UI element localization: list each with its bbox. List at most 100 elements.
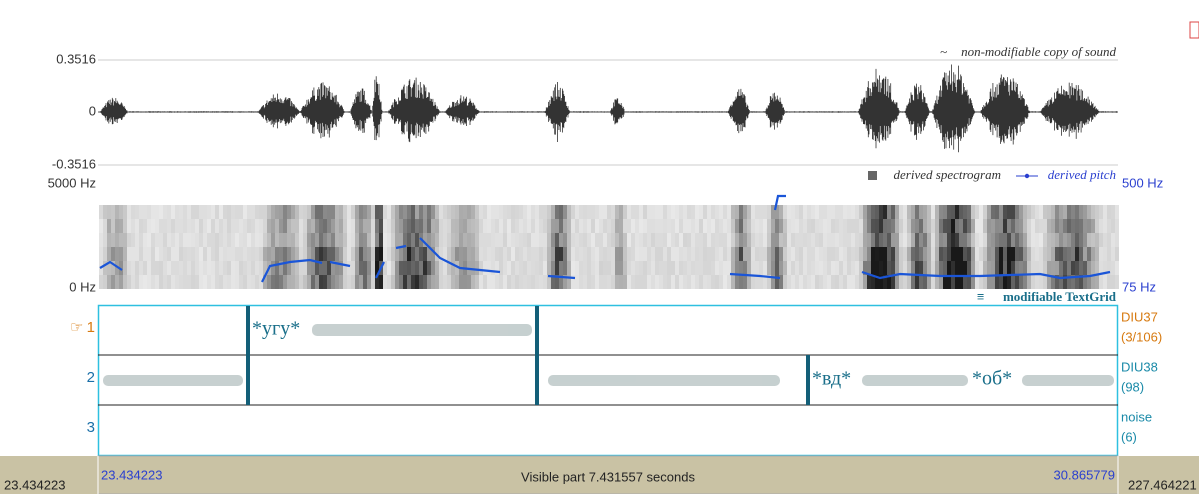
spectrogram-cell [335, 247, 339, 261]
spectrogram-cell [911, 219, 915, 233]
spectrogram-cell [271, 275, 275, 289]
spectrogram-cell [883, 247, 887, 261]
spectrogram-cell [719, 233, 723, 247]
spectrogram-cell [1087, 247, 1091, 261]
spectrogram-cell [147, 219, 151, 233]
spectrogram-cell [703, 205, 707, 219]
spectrogram-cell [259, 205, 263, 219]
spectrogram-cell [555, 219, 559, 233]
spectrogram-cell [819, 275, 823, 289]
spectrogram-cell [587, 219, 591, 233]
spectrogram-cell [807, 247, 811, 261]
boundary[interactable] [535, 306, 539, 355]
spectrogram-cell [975, 219, 979, 233]
total-start[interactable]: 23.434223 [4, 477, 65, 492]
spectrogram-cell [275, 233, 279, 247]
spectrogram-cell [827, 233, 831, 247]
spectrogram-cell [367, 233, 371, 247]
spectrogram-cell [319, 233, 323, 247]
spectrogram-cell [235, 275, 239, 289]
spectrogram-cell [531, 219, 535, 233]
spectrogram-cell [603, 233, 607, 247]
spectrogram-cell [651, 247, 655, 261]
total-end[interactable]: 227.464221 [1128, 477, 1197, 492]
spectrogram-cell [531, 205, 535, 219]
spectrogram-cell [371, 261, 375, 275]
spectrogram-cell [399, 275, 403, 289]
spectrogram-cell [1071, 233, 1075, 247]
spectrogram-cell [391, 219, 395, 233]
spectrogram-cell [231, 219, 235, 233]
spectrogram-cell [387, 261, 391, 275]
spectrogram-cell [359, 219, 363, 233]
spectrogram-cell [175, 275, 179, 289]
spectrogram-cell [531, 261, 535, 275]
spectrogram-cell [631, 247, 635, 261]
spectrogram-cell [707, 219, 711, 233]
spectrogram-cell [523, 205, 527, 219]
spectrogram-cell [479, 205, 483, 219]
spectrogram-cell [739, 205, 743, 219]
spectrogram-cell [895, 275, 899, 289]
spectrogram-cell [619, 219, 623, 233]
spectrogram-cell [795, 247, 799, 261]
spectrogram-cell [1095, 275, 1099, 289]
interval-text[interactable]: *угу* [252, 318, 300, 340]
spectrogram-cell [935, 247, 939, 261]
boundary[interactable] [246, 355, 250, 405]
spectrogram-cell [351, 261, 355, 275]
spectrogram-cell [139, 205, 143, 219]
spectrogram-cell [395, 205, 399, 219]
spectrogram-cell [375, 247, 379, 261]
spectrogram-cell [107, 275, 111, 289]
spectrogram-cell [763, 261, 767, 275]
spectrogram-cell [387, 247, 391, 261]
spectrogram-cell [115, 275, 119, 289]
spectrogram-cell [103, 219, 107, 233]
spectrogram-cell [263, 219, 267, 233]
spectrogram-cell [927, 205, 931, 219]
spectrogram-cell [307, 219, 311, 233]
spectrogram-cell [1027, 261, 1031, 275]
spectrogram-cell [859, 205, 863, 219]
spectrogram-cell [903, 261, 907, 275]
spectrogram-cell [679, 261, 683, 275]
spectrogram-cell [963, 247, 967, 261]
spectrogram-cell [195, 205, 199, 219]
boundary[interactable] [806, 355, 810, 405]
spectrogram-cell [1071, 219, 1075, 233]
spectrogram-cell [255, 275, 259, 289]
spectrogram-cell [119, 275, 123, 289]
spectrogram-cell [995, 219, 999, 233]
spectrogram-cell [1003, 205, 1007, 219]
visible-end: 30.865779 [1054, 467, 1115, 482]
spectrogram-cell [291, 233, 295, 247]
spectrogram-cell [207, 247, 211, 261]
spectrogram-cell [1067, 233, 1071, 247]
spectrogram-cell [399, 219, 403, 233]
spectrogram-cell [323, 233, 327, 247]
interval-text[interactable]: *об* [972, 368, 1012, 390]
spectrogram-cell [499, 219, 503, 233]
spectrogram-cell [343, 233, 347, 247]
spectrogram-cell [251, 275, 255, 289]
spectrogram-cell [207, 219, 211, 233]
spectrogram-cell [635, 205, 639, 219]
spectrogram-cell [199, 275, 203, 289]
spectrogram-cell [863, 205, 867, 219]
spectrogram-cell [995, 247, 999, 261]
spectrogram-cell [211, 233, 215, 247]
boundary[interactable] [246, 306, 250, 355]
spectrogram-cell [203, 233, 207, 247]
boundary[interactable] [535, 355, 539, 405]
spectrogram-cell [1067, 219, 1071, 233]
spectrogram-cell [135, 219, 139, 233]
spectrogram-cell [491, 205, 495, 219]
spectrogram-cell [251, 247, 255, 261]
spectrogram-cell [115, 219, 119, 233]
spectrogram-cell [1095, 233, 1099, 247]
spectrogram-cell [687, 219, 691, 233]
spectrogram-cell [299, 247, 303, 261]
spectrogram-cell [671, 233, 675, 247]
interval-text[interactable]: *вд* [812, 368, 851, 390]
